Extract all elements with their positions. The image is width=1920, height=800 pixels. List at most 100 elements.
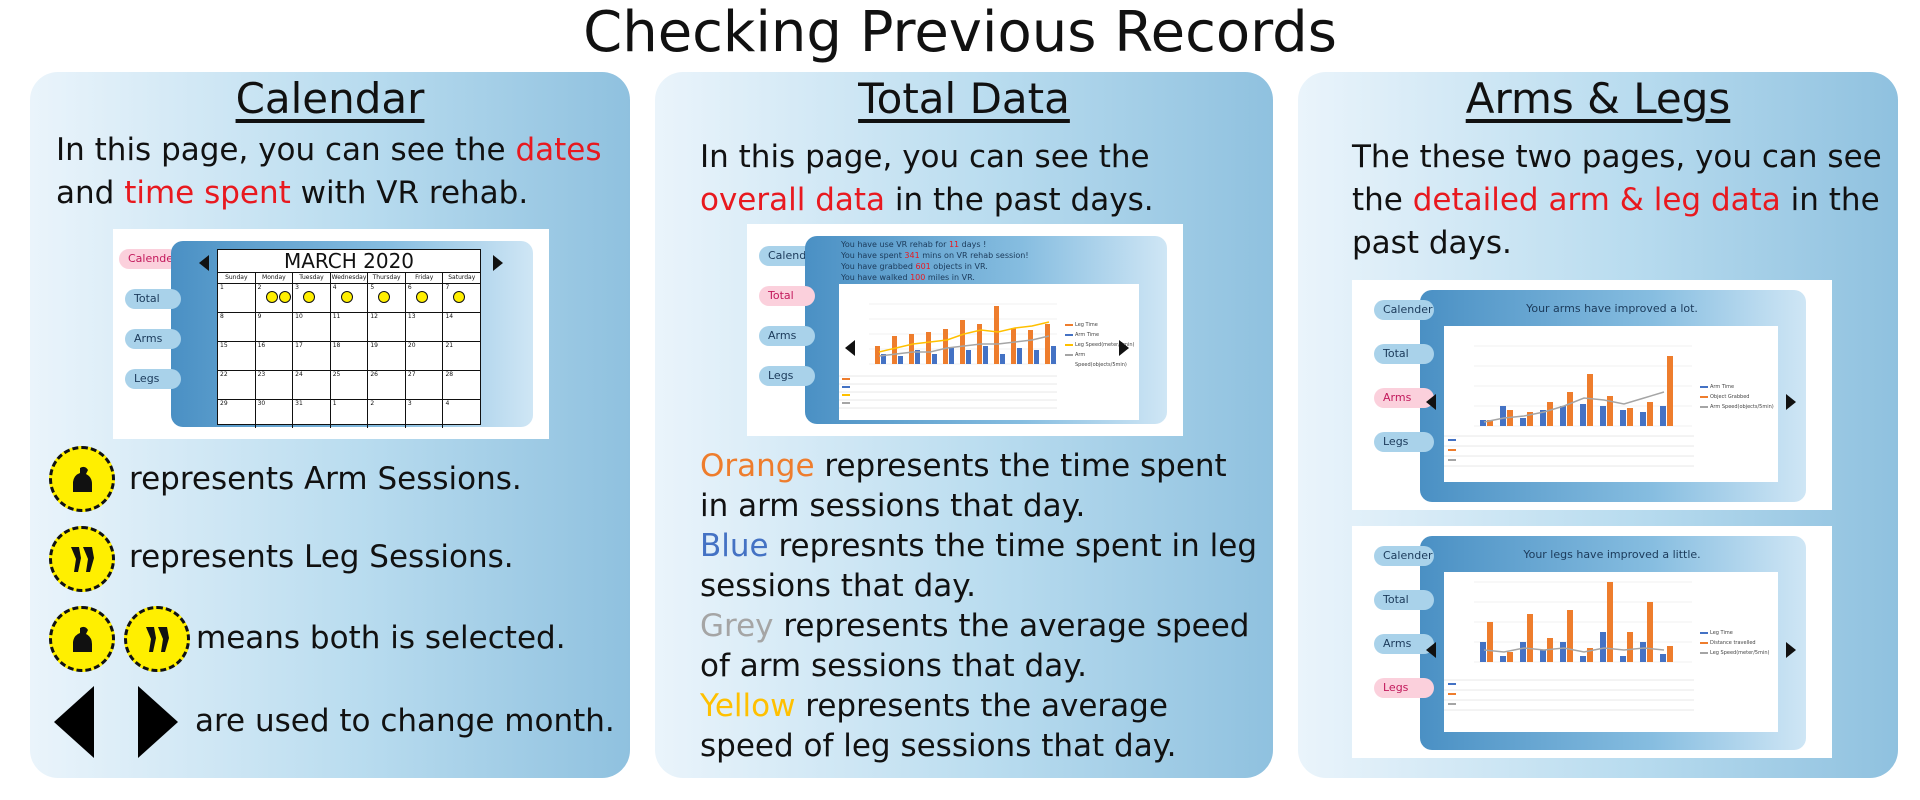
color-word: Orange: [700, 448, 815, 484]
calendar-day-cell[interactable]: 4: [443, 400, 480, 428]
calendar-day-cell[interactable]: 7: [443, 284, 480, 312]
day-number: 3: [407, 400, 412, 407]
explanation-text: represents the average speed of arm sess…: [700, 608, 1250, 684]
next-arrow-icon[interactable]: [1119, 340, 1129, 356]
nav-total[interactable]: Total: [1374, 590, 1434, 610]
calendar-day-cell[interactable]: 2: [368, 400, 406, 428]
calendar-day-cell[interactable]: 29: [218, 400, 256, 428]
calendar-month-label: MARCH 2020: [218, 250, 480, 273]
day-number: 28: [445, 371, 454, 378]
calendar-day-cell[interactable]: 11: [331, 313, 369, 341]
arm-icon: [303, 291, 316, 303]
summary-text: mins on VR rehab session!: [919, 251, 1029, 260]
nav-legs[interactable]: Legs: [759, 366, 815, 386]
day-number: 1: [220, 284, 224, 291]
calendar-day-cell[interactable]: 27: [406, 371, 444, 399]
calendar-day-cell[interactable]: 12: [368, 313, 406, 341]
calendar-day-cell[interactable]: 17: [293, 342, 331, 370]
nav-calender[interactable]: Calender: [119, 249, 179, 269]
page-title: Checking Previous Records: [583, 0, 1337, 65]
summary-value: 341: [904, 251, 920, 260]
calendar-day-cell[interactable]: 25: [331, 371, 369, 399]
weekday-label: Friday: [406, 273, 444, 283]
calendar-day-cell[interactable]: 21: [443, 342, 480, 370]
summary-value: 100: [910, 273, 926, 282]
next-arrow-icon[interactable]: [1786, 642, 1796, 658]
nav-total[interactable]: Total: [759, 286, 815, 306]
calendar-day-cell[interactable]: 20: [406, 342, 444, 370]
legs-heading: Your legs have improved a little.: [1523, 548, 1701, 561]
nav-arms[interactable]: Arms: [125, 329, 181, 349]
calendar-day-cell[interactable]: 23: [256, 371, 294, 399]
nav-legs[interactable]: Legs: [1374, 678, 1434, 698]
calendar-day-cell[interactable]: 16: [256, 342, 294, 370]
leg-icon: [453, 291, 466, 303]
calendar-panel-title: Calendar: [235, 74, 425, 123]
calendar-day-cell[interactable]: 31: [293, 400, 331, 428]
weekday-label: Saturday: [448, 274, 476, 281]
calendar-day-cell[interactable]: 26: [368, 371, 406, 399]
legs-chart-svg: [1444, 581, 1708, 711]
prev-month-arrow-icon[interactable]: [199, 255, 209, 271]
legend-item: Leg Time: [1710, 630, 1733, 636]
nav-calender[interactable]: Calender: [1374, 300, 1434, 320]
calendar-day-cell[interactable]: 3: [293, 284, 331, 312]
day-number: 26: [370, 371, 378, 378]
nav-total[interactable]: Total: [1374, 344, 1434, 364]
nav-arms[interactable]: Arms: [759, 326, 815, 346]
calendar-day-cell[interactable]: 6: [406, 284, 444, 312]
calendar-day-cell[interactable]: 18: [331, 342, 369, 370]
calendar-day-cell[interactable]: 4: [331, 284, 369, 312]
summary-text: days !: [959, 240, 987, 249]
prev-arrow-icon[interactable]: [1426, 394, 1436, 410]
day-number: 21: [445, 342, 454, 349]
calendar-day-cell[interactable]: 1: [218, 284, 256, 312]
calendar-day-cell[interactable]: 5: [368, 284, 406, 312]
next-month-arrow-icon[interactable]: [493, 255, 503, 271]
total-chart: Leg Time Arm Time Leg Speed(meter/5min) …: [839, 284, 1139, 420]
summary-text: miles in VR.: [925, 273, 975, 282]
day-number: 10: [295, 313, 303, 320]
day-number: 30: [257, 400, 266, 407]
day-number: 24: [295, 371, 303, 378]
calendar-day-cell[interactable]: 14: [443, 313, 480, 341]
calendar-day-cell[interactable]: 19: [368, 342, 406, 370]
nav-legs[interactable]: Legs: [125, 369, 181, 389]
nav-calender[interactable]: Calender: [1374, 546, 1434, 566]
calendar-day-cell[interactable]: 8: [218, 313, 256, 341]
legend-item: Arm Speed(objects/5min): [1075, 352, 1127, 368]
nav-legs[interactable]: Legs: [1374, 432, 1434, 452]
legend-item: Arm Speed(objects/5min): [1710, 404, 1774, 410]
prev-arrow-icon[interactable]: [1426, 642, 1436, 658]
color-explanation: Blue represnts the time spent in leg ses…: [700, 526, 1260, 606]
total-chart-svg: [839, 303, 1073, 409]
calendar-day-cell[interactable]: 30: [256, 400, 294, 428]
nav-arms[interactable]: Arms: [1374, 634, 1434, 654]
desc-highlight: detailed arm & leg data: [1412, 182, 1781, 218]
arm-icon: [265, 291, 278, 303]
weekday-label: Thursday: [368, 273, 406, 283]
calendar-day-cell[interactable]: 28: [443, 371, 480, 399]
legend-item: Leg Speed(meter/5min): [1710, 650, 1770, 656]
calendar-day-cell[interactable]: 10: [293, 313, 331, 341]
total-bars: [875, 306, 1056, 364]
next-arrow-icon[interactable]: [1786, 394, 1796, 410]
calendar-day-cell[interactable]: 1: [331, 400, 369, 428]
day-number: 11: [332, 313, 341, 320]
calendar-day-cell[interactable]: 15: [218, 342, 256, 370]
color-explanation: Grey represents the average speed of arm…: [700, 606, 1260, 686]
calendar-day-cell[interactable]: 2: [256, 284, 294, 312]
calendar-day-cell[interactable]: 3: [406, 400, 444, 428]
calendar-day-cell[interactable]: 9: [256, 313, 294, 341]
calendar-day-cell[interactable]: 13: [406, 313, 444, 341]
calendar-day-cell[interactable]: 22: [218, 371, 256, 399]
prev-arrow-icon[interactable]: [845, 340, 855, 356]
nav-total[interactable]: Total: [125, 289, 181, 309]
day-number: 29: [220, 400, 228, 407]
day-number: 25: [332, 371, 341, 378]
nav-arms[interactable]: Arms: [1374, 388, 1434, 408]
arms-heading: Your arms have improved a lot.: [1526, 302, 1698, 315]
desc-highlight: time spent: [124, 175, 291, 211]
calendar-day-cell[interactable]: 24: [293, 371, 331, 399]
legend-item: Leg Time: [1075, 322, 1098, 328]
